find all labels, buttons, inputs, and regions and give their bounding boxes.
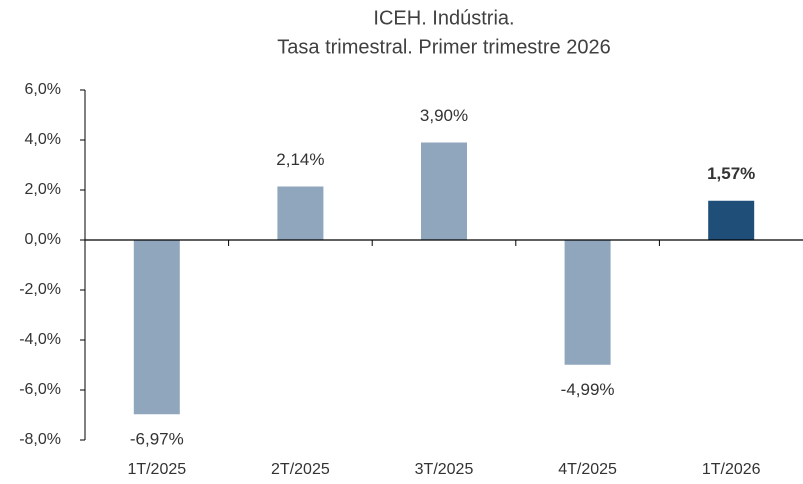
y-tick-label: -6,0% — [19, 381, 61, 398]
bar — [564, 240, 611, 365]
x-tick-label: 3T/2025 — [415, 461, 474, 478]
value-label: 1,57% — [707, 164, 755, 183]
x-tick-label: 4T/2025 — [558, 461, 617, 478]
value-label: -6,97% — [130, 430, 184, 449]
value-label: 2,14% — [276, 150, 324, 169]
chart-title: ICEH. Indústria. — [373, 7, 514, 29]
y-tick-label: 6,0% — [25, 81, 61, 98]
y-tick-label: 4,0% — [25, 131, 61, 148]
x-tick-label: 1T/2025 — [127, 461, 186, 478]
bar — [421, 142, 467, 240]
value-label: 3,90% — [420, 106, 468, 125]
value-label: -4,99% — [561, 380, 615, 399]
x-tick-label: 1T/2026 — [702, 461, 761, 478]
bar — [133, 240, 180, 415]
y-tick-label: 2,0% — [25, 181, 61, 198]
y-tick-label: -2,0% — [19, 281, 61, 298]
y-tick-label: -4,0% — [19, 331, 61, 348]
bar — [277, 186, 324, 240]
chart-subtitle: Tasa trimestral. Primer trimestre 2026 — [277, 36, 610, 58]
x-tick-label: 2T/2025 — [271, 461, 330, 478]
y-tick-label: -8,0% — [19, 431, 61, 448]
y-tick-label: 0,0% — [25, 231, 61, 248]
bar — [708, 200, 755, 240]
